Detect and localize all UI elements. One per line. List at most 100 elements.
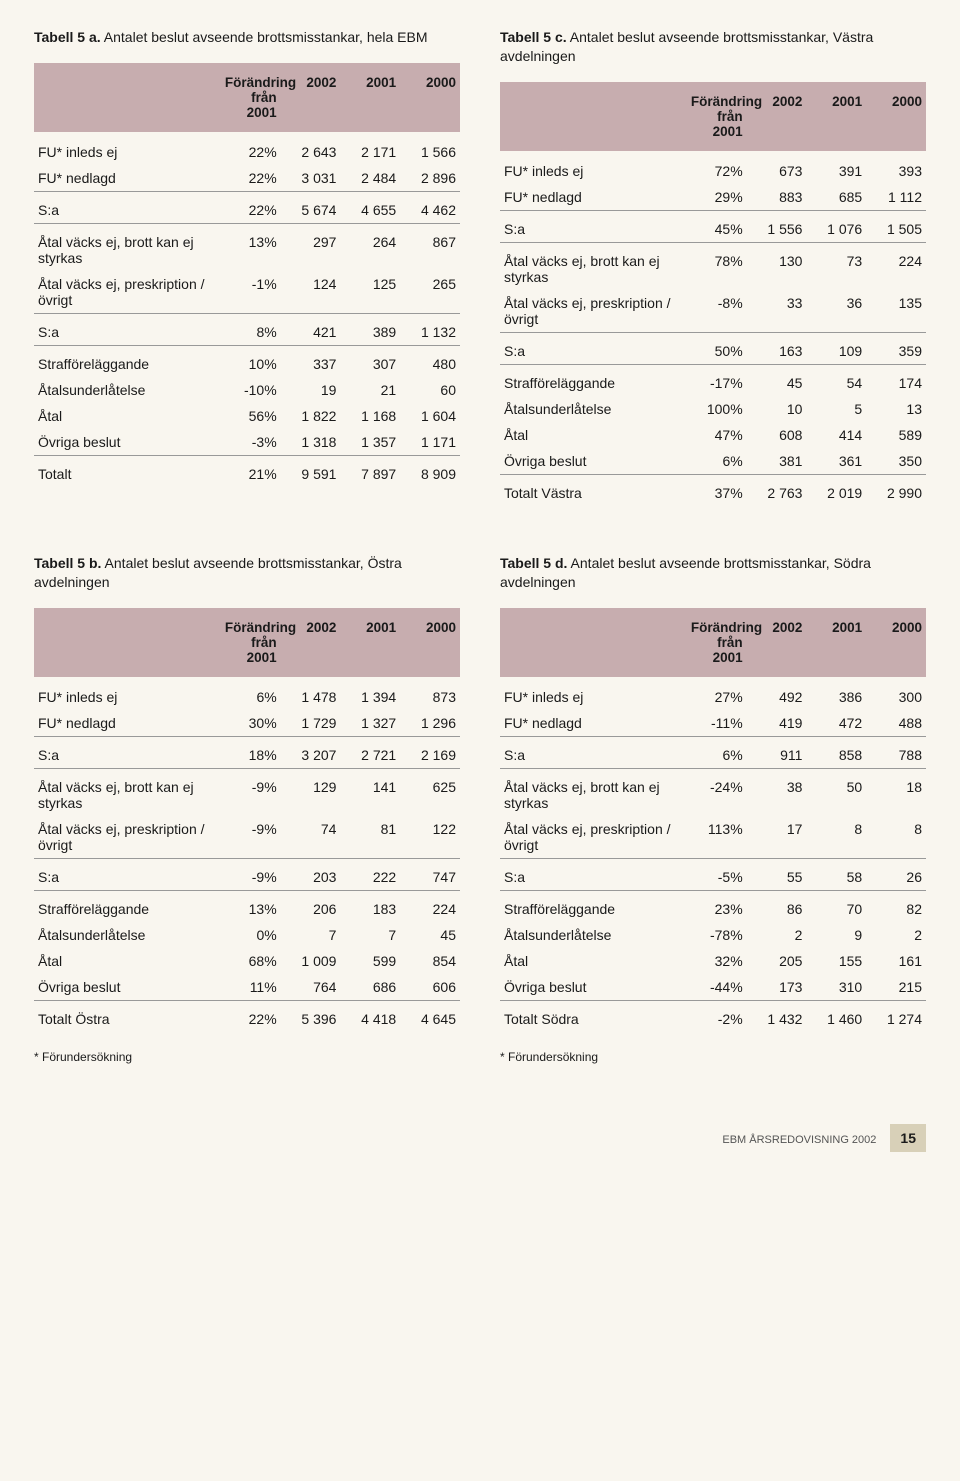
- row-pct: -44%: [687, 974, 747, 1001]
- row-2002: 381: [747, 448, 807, 475]
- row-2002: 1 432: [747, 1000, 807, 1032]
- row-2000: 873: [400, 677, 460, 710]
- table-row: Strafföreläggande-17%4554174: [500, 364, 926, 396]
- row-2001: 8: [806, 816, 866, 859]
- row-pct: 113%: [687, 816, 747, 859]
- table-block: Tabell 5 a. Antalet beslut avseende brot…: [34, 28, 460, 506]
- row-2000: 747: [400, 858, 460, 890]
- row-2001: 155: [806, 948, 866, 974]
- row-2002: 297: [281, 223, 341, 271]
- row-2000: 4 462: [400, 191, 460, 223]
- header-2002: 2002: [747, 608, 807, 677]
- row-2000: 8 909: [400, 455, 460, 487]
- table-header-row: Förändringfrån 2001200220012000: [500, 608, 926, 677]
- row-2002: 1 318: [281, 429, 341, 456]
- row-2001: 70: [806, 890, 866, 922]
- row-2002: 86: [747, 890, 807, 922]
- table-row: Åtalsunderlåtelse-10%192160: [34, 377, 460, 403]
- table-header-row: Förändringfrån 2001200220012000: [500, 82, 926, 151]
- row-2002: 5 674: [281, 191, 341, 223]
- row-2002: 203: [281, 858, 341, 890]
- row-label: Åtalsunderlåtelse: [34, 377, 221, 403]
- table-row: Åtal väcks ej, preskription /övrigt-9%74…: [34, 816, 460, 859]
- row-2002: 38: [747, 768, 807, 816]
- row-pct: 13%: [221, 890, 281, 922]
- row-pct: 50%: [687, 332, 747, 364]
- row-label: Åtal väcks ej, preskription /övrigt: [500, 290, 687, 333]
- row-2000: 4 645: [400, 1000, 460, 1032]
- row-label: FU* nedlagd: [34, 165, 221, 192]
- row-2000: 215: [866, 974, 926, 1001]
- table-row: Övriga beslut11%764686606: [34, 974, 460, 1001]
- row-2001: 73: [806, 242, 866, 290]
- row-label: Åtal väcks ej, brott kan ej styrkas: [34, 223, 221, 271]
- row-pct: 8%: [221, 313, 281, 345]
- row-pct: 47%: [687, 422, 747, 448]
- row-label: Strafföreläggande: [500, 890, 687, 922]
- row-pct: -3%: [221, 429, 281, 456]
- row-2000: 300: [866, 677, 926, 710]
- table-caption: Tabell 5 b. Antalet beslut avseende brot…: [34, 554, 460, 592]
- header-change-top: Förändring: [691, 94, 743, 109]
- row-label: Åtal väcks ej, brott kan ej styrkas: [500, 768, 687, 816]
- row-2002: 74: [281, 816, 341, 859]
- header-empty: [34, 63, 221, 132]
- header-change: Förändringfrån 2001: [687, 608, 747, 677]
- row-2000: 1 604: [400, 403, 460, 429]
- table-row: FU* nedlagd-11%419472488: [500, 710, 926, 737]
- row-2002: 163: [747, 332, 807, 364]
- header-change-top: Förändring: [225, 620, 277, 635]
- row-label: FU* inleds ej: [34, 677, 221, 710]
- row-2001: 1 394: [340, 677, 400, 710]
- row-2002: 764: [281, 974, 341, 1001]
- row-label: S:a: [34, 313, 221, 345]
- table-row: Åtal väcks ej, preskription /övrigt-8%33…: [500, 290, 926, 333]
- row-2001: 2 721: [340, 736, 400, 768]
- row-2001: 4 655: [340, 191, 400, 223]
- row-2000: 13: [866, 396, 926, 422]
- row-pct: 45%: [687, 210, 747, 242]
- row-label: S:a: [500, 332, 687, 364]
- row-2000: 589: [866, 422, 926, 448]
- header-2000: 2000: [400, 608, 460, 677]
- table-row: Åtal väcks ej, preskription /övrigt-1%12…: [34, 271, 460, 314]
- table-row: FU* nedlagd30%1 7291 3271 296: [34, 710, 460, 737]
- row-label: S:a: [500, 736, 687, 768]
- row-label: FU* inleds ej: [500, 151, 687, 184]
- row-2001: 9: [806, 922, 866, 948]
- row-label: Strafföreläggande: [500, 364, 687, 396]
- header-2000: 2000: [866, 608, 926, 677]
- row-2002: 173: [747, 974, 807, 1001]
- row-2001: 599: [340, 948, 400, 974]
- row-2000: 606: [400, 974, 460, 1001]
- row-pct: 27%: [687, 677, 747, 710]
- table-row: Strafföreläggande10%337307480: [34, 345, 460, 377]
- row-pct: -78%: [687, 922, 747, 948]
- row-2000: 2 169: [400, 736, 460, 768]
- row-2000: 2 990: [866, 474, 926, 506]
- row-label: Totalt Västra: [500, 474, 687, 506]
- row-2001: 222: [340, 858, 400, 890]
- row-label: Totalt Östra: [34, 1000, 221, 1032]
- row-2001: 361: [806, 448, 866, 475]
- table-row: FU* nedlagd22%3 0312 4842 896: [34, 165, 460, 192]
- row-pct: 30%: [221, 710, 281, 737]
- row-2001: 81: [340, 816, 400, 859]
- row-2002: 9 591: [281, 455, 341, 487]
- header-2000: 2000: [866, 82, 926, 151]
- row-2001: 54: [806, 364, 866, 396]
- row-2000: 174: [866, 364, 926, 396]
- row-label: S:a: [500, 858, 687, 890]
- row-2002: 1 729: [281, 710, 341, 737]
- table-row: Övriga beslut6%381361350: [500, 448, 926, 475]
- table-row: Åtal väcks ej, preskription /övrigt113%1…: [500, 816, 926, 859]
- row-pct: -11%: [687, 710, 747, 737]
- row-2000: 1 296: [400, 710, 460, 737]
- row-label: Åtal väcks ej, brott kan ej styrkas: [34, 768, 221, 816]
- table-row: Åtal väcks ej, brott kan ej styrkas-9%12…: [34, 768, 460, 816]
- row-pct: 11%: [221, 974, 281, 1001]
- row-2002: 1 009: [281, 948, 341, 974]
- row-pct: -24%: [687, 768, 747, 816]
- table-row: FU* inleds ej22%2 6432 1711 566: [34, 132, 460, 165]
- table-row: Åtal väcks ej, brott kan ej styrkas78%13…: [500, 242, 926, 290]
